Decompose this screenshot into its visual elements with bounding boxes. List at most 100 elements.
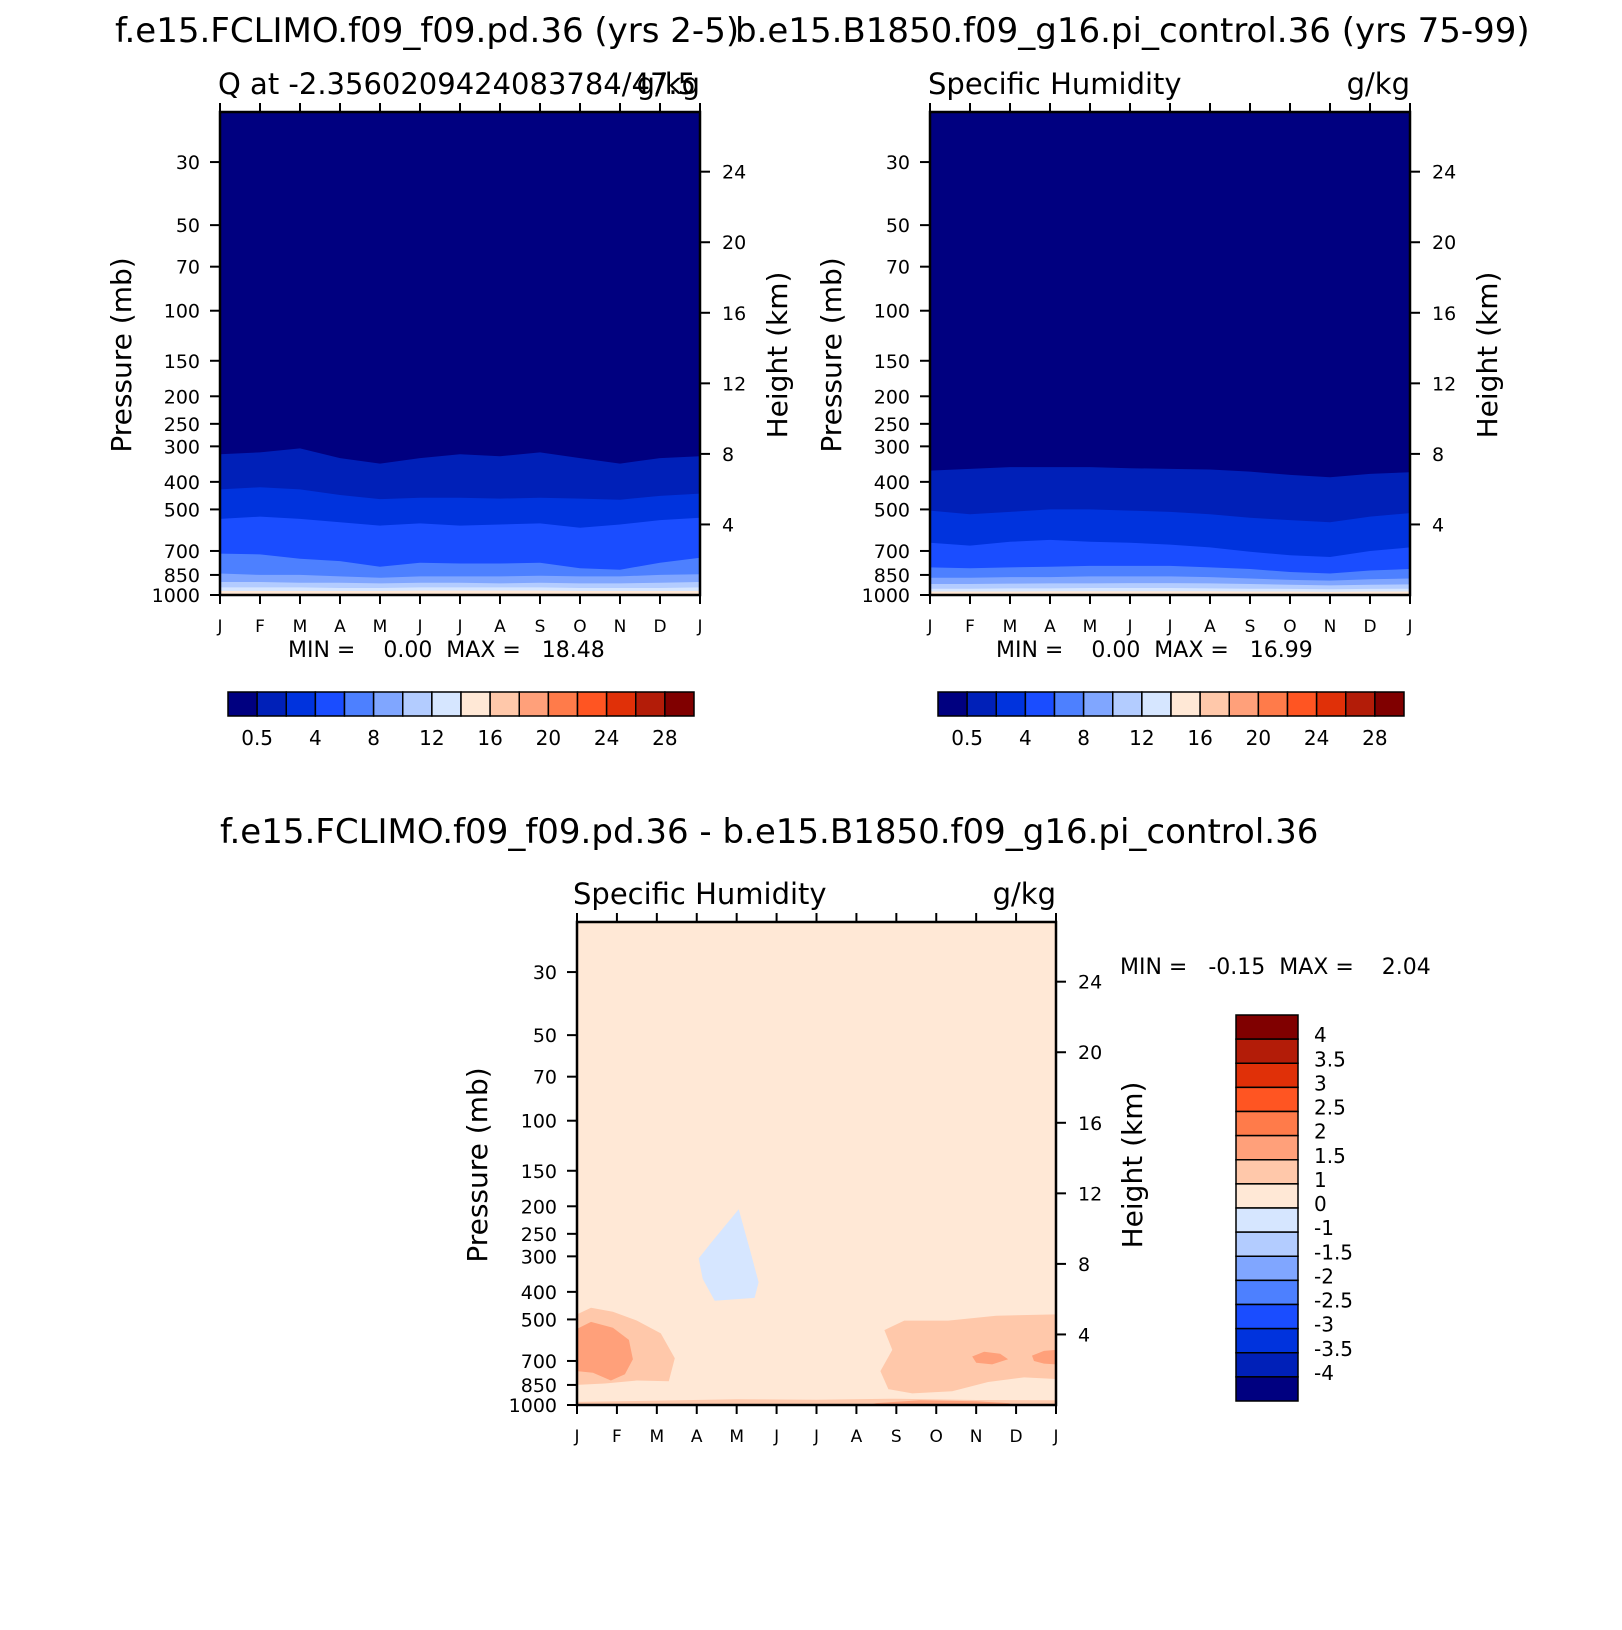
x-tick-label: M (1003, 617, 1018, 637)
colorbar-label: 16 (477, 726, 502, 750)
y-tick-label: 100 (521, 1111, 557, 1133)
y-tick-label: 1000 (152, 585, 200, 607)
colorbar-swatch (664, 691, 695, 717)
colorbar-swatch (1286, 691, 1318, 717)
min-max-readout: MIN = -0.15 MAX = 2.04 (1120, 955, 1431, 980)
x-tick-label: D (1363, 617, 1376, 637)
colorbar-label: 8 (367, 726, 380, 750)
x-tick-label: J (926, 617, 932, 637)
plot-area (930, 112, 1410, 595)
colorbar-label: 20 (1246, 726, 1271, 750)
y-tick-label: 200 (164, 386, 200, 408)
y-right-tick-label: 16 (1432, 303, 1456, 325)
contour-region (880, 1314, 1056, 1394)
x-tick-label: M (729, 1427, 744, 1447)
panel-units-label: g/kg (1347, 67, 1410, 101)
y-right-tick-label: 12 (1432, 373, 1456, 395)
colorbar-swatch (285, 691, 317, 717)
y-right-tick-label: 16 (722, 303, 746, 325)
x-tick-label: F (965, 617, 975, 637)
panel-title: f.e15.FCLIMO.f09_f09.pd.36 - b.e15.B1850… (220, 812, 1318, 852)
colorbar-swatch (256, 691, 287, 717)
y-tick-label: 250 (874, 414, 910, 436)
colorbar-swatch (1024, 691, 1056, 717)
y-tick-label: 30 (176, 152, 200, 174)
panel-units-label: g/kg (637, 67, 700, 101)
y-right-tick-label: 4 (722, 514, 734, 536)
plot-area (577, 922, 1056, 1405)
colorbar-swatch (1053, 691, 1085, 717)
colorbar-swatch (1257, 691, 1289, 717)
colorbar-label: -1.5 (1314, 1240, 1353, 1264)
colorbar-label: 28 (1362, 726, 1387, 750)
y-axis-label: Pressure (mb) (815, 257, 848, 452)
y-tick-label: 500 (521, 1309, 557, 1331)
colorbar-label: 4 (1314, 1023, 1327, 1047)
colorbar-label: 20 (536, 726, 561, 750)
y-right-tick-label: 24 (1432, 162, 1456, 184)
colorbar-swatch (1235, 1231, 1299, 1257)
colorbar-swatch (489, 691, 520, 717)
colorbar-label: 16 (1187, 726, 1212, 750)
x-tick-label: A (1044, 617, 1056, 637)
colorbar-label: 24 (594, 726, 619, 750)
colorbar-label: 4 (309, 726, 322, 750)
x-tick-label: N (614, 617, 627, 637)
colorbar-label: 12 (419, 726, 444, 750)
x-tick-label: F (255, 617, 265, 637)
y-tick-label: 100 (164, 301, 200, 323)
y-tick-label: 250 (164, 414, 200, 436)
y-tick-label: 400 (164, 472, 200, 494)
y-tick-label: 850 (874, 565, 910, 587)
y-tick-label: 850 (521, 1375, 557, 1397)
panel-control-run: f.e15.FCLIMO.f09_f09.pd.36 (yrs 2-5) Q a… (105, 11, 794, 750)
colorbar: 0.5 4 8 12 16 20 24 28 (937, 691, 1405, 750)
colorbar-swatch (1228, 691, 1260, 717)
y-right-tick-label: 24 (722, 162, 746, 184)
colorbar-swatch (1235, 1014, 1299, 1040)
x-tick-label: A (1204, 617, 1216, 637)
x-tick-label: M (649, 1427, 664, 1447)
x-tick-label: O (930, 1427, 943, 1447)
panel-reference-run: b.e15.B1850.f09_g16.pi_control.36 (yrs 7… (735, 11, 1530, 750)
y-right-tick-label: 20 (722, 232, 746, 254)
x-tick-label: J (1052, 1427, 1058, 1447)
x-tick-label: M (1083, 617, 1098, 637)
colorbar-swatch (1235, 1279, 1299, 1306)
x-tick-label: N (1324, 617, 1337, 637)
y-axis-right-label: Height (km) (1116, 1082, 1149, 1249)
y-tick-label: 150 (164, 351, 200, 373)
colorbar-label: 0 (1314, 1192, 1327, 1216)
colorbar-swatch (1235, 1159, 1299, 1185)
x-tick-label: A (851, 1427, 863, 1447)
y-tick-label: 500 (874, 499, 910, 521)
x-tick-label: J (773, 1427, 779, 1447)
y-tick-label: 400 (521, 1282, 557, 1304)
contour-region (972, 1351, 1009, 1365)
colorbar-swatch (995, 691, 1027, 717)
y-tick-label: 200 (521, 1196, 557, 1218)
colorbar-swatch (576, 691, 608, 717)
y-right-tick-label: 16 (1078, 1113, 1102, 1135)
colorbar-label: 8 (1077, 726, 1090, 750)
colorbar: 43.532.521.510-1-1.5-2-2.5-3-3.5-4 (1235, 1014, 1353, 1402)
colorbar-swatch (518, 691, 550, 717)
y-tick-label: 200 (874, 386, 910, 408)
colorbar-label: 24 (1304, 726, 1329, 750)
y-tick-label: 700 (521, 1351, 557, 1373)
y-right-tick-label: 8 (1078, 1254, 1090, 1276)
x-tick-label: M (373, 617, 388, 637)
x-tick-label: F (612, 1427, 622, 1447)
colorbar-label: -2 (1314, 1264, 1334, 1288)
colorbar-swatch (1235, 1038, 1299, 1064)
colorbar-swatch (1235, 1376, 1299, 1402)
y-tick-label: 500 (164, 499, 200, 521)
contour-region (698, 1209, 759, 1301)
colorbar-swatch (460, 691, 491, 717)
colorbar-swatch (227, 691, 258, 717)
x-tick-label: J (813, 1427, 819, 1447)
x-tick-label: S (535, 617, 546, 637)
y-tick-label: 1000 (862, 585, 910, 607)
